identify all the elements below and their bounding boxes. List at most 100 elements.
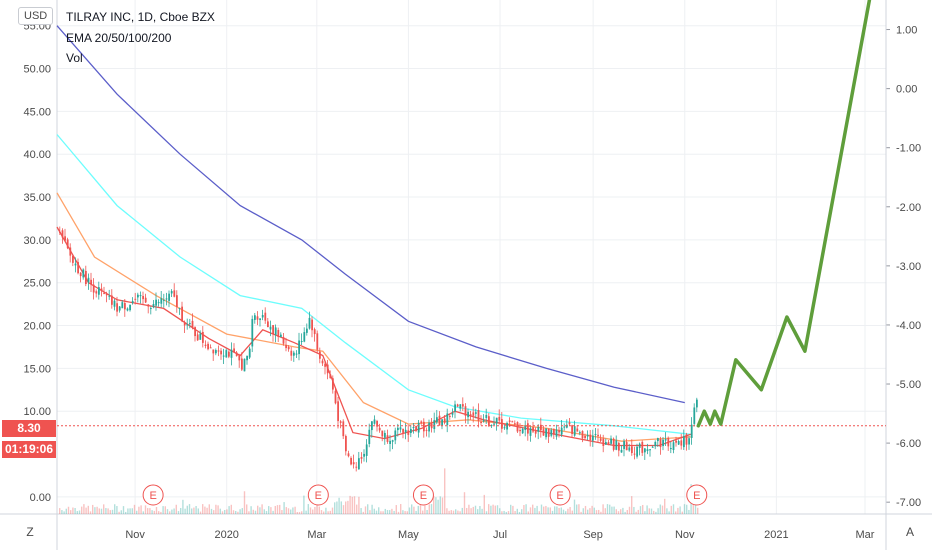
earnings-marker (549, 484, 571, 506)
candle-body (430, 423, 433, 429)
volume-bar (318, 506, 320, 514)
volume-bar (661, 505, 664, 514)
candle-body (519, 430, 521, 432)
candle-body (230, 349, 233, 358)
y-left-tick-label: 25.00 (23, 278, 51, 290)
candle-body (462, 404, 464, 407)
volume-bar (331, 507, 334, 514)
candle-body (573, 426, 576, 436)
candle-body (144, 297, 147, 303)
countdown-label: 01:19:06 (2, 441, 56, 458)
candle-body (402, 428, 404, 433)
candle-body (324, 363, 326, 367)
volume-bar (422, 510, 424, 514)
volume-bar (536, 505, 538, 514)
y-left-tick-label: 30.00 (23, 235, 51, 247)
volume-bar (375, 510, 378, 514)
volume-bar (151, 510, 153, 514)
volume-bar (686, 504, 688, 514)
candle-body (560, 427, 563, 435)
volume-bar (193, 507, 195, 514)
volume-bar (70, 510, 72, 514)
volume-bar (424, 505, 426, 514)
volume-bar (459, 511, 461, 514)
volume-bar (270, 507, 272, 514)
candle-body (241, 358, 243, 370)
candle-body (404, 429, 407, 433)
candle-body (503, 427, 506, 429)
candle-body (160, 298, 163, 304)
volume-bar (501, 511, 503, 514)
volume-bar (591, 505, 593, 514)
candle-body (269, 326, 272, 330)
candle-body (77, 262, 79, 274)
candle-body (74, 263, 77, 266)
candle-body (368, 429, 371, 444)
candle-body (378, 427, 381, 431)
earnings-marker (412, 484, 434, 506)
auto-scale-button[interactable]: A (905, 525, 914, 539)
volume-bar (521, 509, 523, 514)
candle-body (233, 348, 235, 353)
candle-body (376, 420, 378, 427)
volume-bar (569, 507, 571, 514)
volume-bar (81, 506, 83, 514)
candle-body (92, 284, 95, 293)
volume-bar (92, 504, 94, 514)
volume-bar (63, 511, 65, 514)
candle-body (662, 439, 664, 447)
candle-body (134, 298, 137, 300)
volume-bar (644, 511, 646, 514)
volume-bar (188, 504, 191, 514)
candle-body (667, 437, 670, 447)
volume-bar (76, 511, 78, 514)
volume-bar (457, 510, 459, 514)
volume-bar (96, 506, 98, 514)
candle-body (417, 422, 420, 433)
volume-bar (191, 508, 193, 514)
volume-bar (360, 508, 362, 514)
candle-body (397, 427, 399, 431)
volume-bar (294, 506, 296, 514)
currency-button[interactable]: USD (18, 7, 54, 25)
volume-bar (184, 508, 186, 514)
volume-bar (617, 511, 620, 514)
candle-body (657, 438, 659, 442)
candle-body (248, 348, 251, 358)
candle-body (615, 440, 618, 450)
volume-bar (637, 509, 639, 514)
ema-line-ema200 (56, 25, 685, 404)
volume-bar (378, 507, 380, 514)
volume-bar (496, 505, 499, 514)
volume-bar (604, 508, 606, 514)
volume-bar (426, 510, 428, 514)
candle-body (220, 350, 222, 355)
volume-bar (345, 501, 347, 514)
candle-body (137, 294, 139, 298)
candle-body (79, 272, 82, 277)
volume-bar (547, 507, 549, 514)
candle-body (545, 428, 547, 438)
candle-body (423, 421, 425, 432)
candle-body (384, 432, 386, 438)
candle-body (511, 421, 514, 423)
x-tick-label: Nov (125, 529, 145, 541)
volume-bar (391, 508, 393, 514)
candle-body (108, 295, 111, 297)
volume-bar (444, 468, 446, 514)
candle-body (98, 287, 100, 295)
candle-body (280, 334, 282, 337)
volume-bar (441, 497, 444, 514)
volume-bar (362, 511, 364, 514)
volume-bar (470, 508, 472, 514)
candle-body (454, 404, 456, 412)
candle-body (459, 404, 462, 409)
volume-bar (155, 507, 158, 514)
candle-body (506, 422, 508, 430)
candle-body (170, 291, 173, 294)
candle-body (688, 438, 690, 445)
candle-body (189, 323, 191, 325)
volume-bar (171, 509, 173, 514)
candle-body (59, 231, 61, 233)
zoom-button[interactable]: Z (26, 525, 34, 539)
